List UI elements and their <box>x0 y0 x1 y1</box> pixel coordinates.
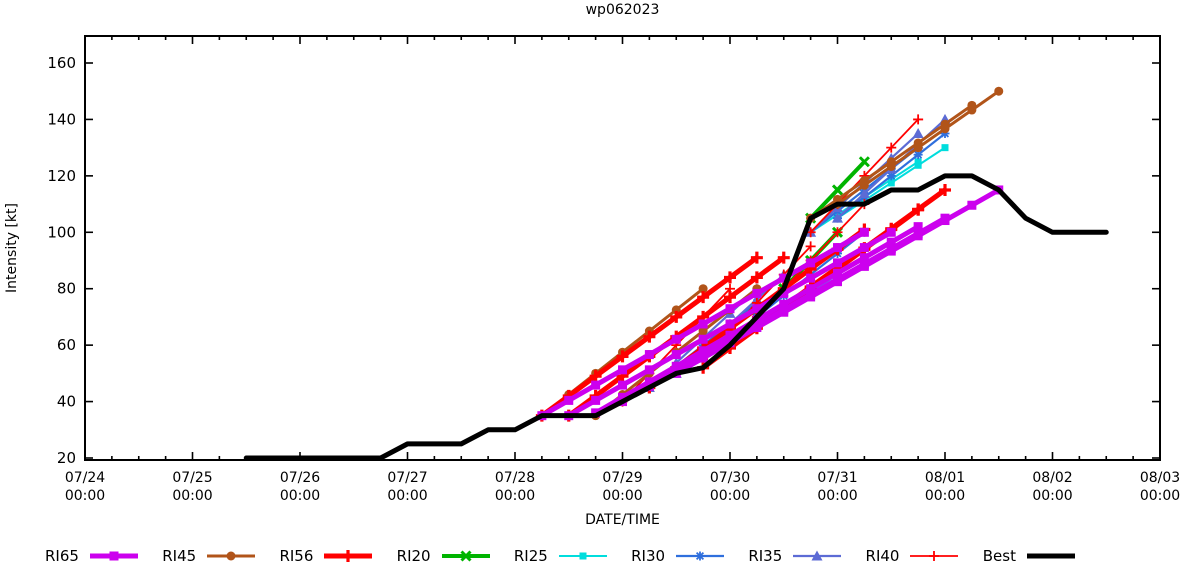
y-axis: 20 40 60 80 100 120 140 160 <box>47 54 1160 467</box>
svg-text:80: 80 <box>57 280 76 298</box>
legend-item-ri25: RI25 <box>514 547 609 565</box>
legend-item-ri30: RI30 <box>631 547 726 565</box>
svg-text:00:00: 00:00 <box>925 488 965 504</box>
intensity-chart: 07/24 00:00 07/25 00:00 07/26 00:00 07/27 00:00… <box>47 35 1180 504</box>
legend-sample-ri65-line <box>89 551 138 561</box>
legend-sample-ri56-line <box>324 550 373 562</box>
legend-sample-best-line <box>1026 553 1075 559</box>
svg-text:20: 20 <box>57 449 76 467</box>
svg-text:00:00: 00:00 <box>1140 488 1180 504</box>
svg-text:60: 60 <box>57 336 76 354</box>
series-Best <box>243 173 1109 461</box>
svg-text:07/25: 07/25 <box>172 470 212 486</box>
svg-text:07/26: 07/26 <box>280 470 320 486</box>
legend-sample-ri45-line <box>207 551 256 561</box>
legend-label-best: Best <box>982 547 1016 565</box>
legend-label-ri25: RI25 <box>513 547 548 565</box>
svg-text:08/02: 08/02 <box>1032 470 1072 486</box>
svg-text:07/30: 07/30 <box>710 470 750 486</box>
legend-item-ri56: RI56 <box>279 547 374 565</box>
svg-text:00:00: 00:00 <box>172 488 212 504</box>
svg-text:00:00: 00:00 <box>495 488 535 504</box>
legend-label-ri20: RI20 <box>396 547 431 565</box>
legend-item-ri20: RI20 <box>397 547 492 565</box>
svg-text:140: 140 <box>47 110 76 128</box>
svg-text:00:00: 00:00 <box>602 488 642 504</box>
svg-text:160: 160 <box>47 54 76 72</box>
legend-label-ri45: RI45 <box>162 547 197 565</box>
svg-text:40: 40 <box>57 393 76 411</box>
legend-label-ri40: RI40 <box>865 547 900 565</box>
svg-text:120: 120 <box>47 167 76 185</box>
svg-text:00:00: 00:00 <box>1032 488 1072 504</box>
legend-label-ri65: RI65 <box>45 547 79 565</box>
svg-text:07/27: 07/27 <box>387 470 427 486</box>
svg-text:07/24: 07/24 <box>65 470 105 486</box>
svg-text:00:00: 00:00 <box>387 488 427 504</box>
x-axis-label: DATE/TIME <box>585 512 660 528</box>
legend-label-ri35: RI35 <box>748 547 783 565</box>
svg-text:08/03: 08/03 <box>1140 470 1180 486</box>
svg-text:00:00: 00:00 <box>710 488 750 504</box>
legend-sample-ri35-line <box>793 550 842 561</box>
svg-text:07/29: 07/29 <box>602 470 642 486</box>
legend-sample-ri40-line <box>910 551 959 561</box>
y-axis-label: Intensity [kt] <box>4 203 20 293</box>
legend-sample-ri30-line <box>676 551 725 561</box>
svg-text:07/28: 07/28 <box>495 470 535 486</box>
legend-item-best: Best <box>983 547 1077 565</box>
legend-item-ri45: RI45 <box>162 547 257 565</box>
x-axis: 07/24 00:00 07/25 00:00 07/26 00:00 07/27 00:00… <box>65 36 1180 504</box>
legend-sample-ri20-line <box>441 550 490 562</box>
svg-text:00:00: 00:00 <box>817 488 857 504</box>
chart-title: wp062023 <box>585 2 660 18</box>
chart-legend: RI65 RI45 RI56 RI20 RI25 RI30 RI35 RI40 Best <box>45 545 1077 567</box>
svg-text:08/01: 08/01 <box>925 470 965 486</box>
svg-text:00:00: 00:00 <box>280 488 320 504</box>
legend-label-ri56: RI56 <box>279 547 314 565</box>
legend-label-ri30: RI30 <box>631 547 666 565</box>
legend-sample-ri25-line <box>558 552 607 560</box>
svg-text:00:00: 00:00 <box>65 488 105 504</box>
legend-item-ri40: RI40 <box>866 547 961 565</box>
legend-item-ri65: RI65 <box>45 547 140 565</box>
svg-text:100: 100 <box>47 223 76 241</box>
svg-text:07/31: 07/31 <box>817 470 857 486</box>
legend-item-ri35: RI35 <box>748 547 843 565</box>
